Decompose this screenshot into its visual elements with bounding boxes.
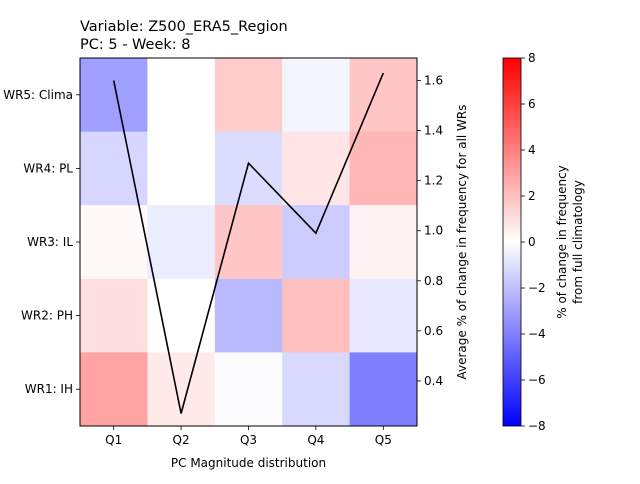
right-tick-label: 0.8 [424,274,443,288]
heatmap-cell [147,58,216,133]
right-axis-ticks: 0.4 0.6 0.8 1.0 1.2 1.4 1.6 [417,74,443,388]
heatmap-cell [282,205,351,280]
heatmap-cell [214,131,283,206]
heatmap-cell [80,131,148,206]
heatmap-cell [147,205,216,280]
y-tick-label: WR4: PL [23,161,73,175]
colorbar-label-line2: from full climatology [571,180,585,304]
heatmap-cells [80,58,418,427]
heatmap-cell [80,205,148,280]
heatmap-cell [282,352,351,427]
colorbar [502,57,522,427]
chart-title-line2: PC: 5 - Week: 8 [80,37,191,53]
heatmap-cell [214,352,283,427]
heatmap-cell [282,278,351,353]
x-tick-label: Q3 [240,433,257,447]
heatmap-cell [214,278,283,353]
right-tick-label: 1.0 [424,224,443,238]
colorbar-ticks: −8 −6 −4 −2 0 2 4 6 8 [521,51,546,433]
heatmap-cell [282,131,351,206]
line-series [112,72,385,414]
right-tick-label: 0.4 [424,374,443,388]
y-tick-label: WR2: PH [21,309,73,323]
average-change-line [112,72,385,414]
heatmap-cell [349,58,418,133]
heatmap-cell [349,278,418,353]
chart-title-line1: Variable: Z500_ERA5_Region [80,19,288,35]
y-tick-label: WR3: IL [27,235,73,249]
colorbar-tick-label: 2 [528,189,536,203]
y-tick-label: WR1: IH [25,382,73,396]
colorbar-tick-label: 6 [528,97,536,111]
heatmap-cell [80,352,148,427]
heatmap-cell [80,58,148,133]
heatmap-cell [349,352,418,427]
y-tick-label: WR5: Clima [3,88,73,102]
right-tick-label: 1.6 [424,74,443,88]
x-tick-label: Q1 [105,433,122,447]
x-axis-ticks: Q1 Q2 Q3 Q4 Q5 [105,426,392,447]
colorbar-tick-label: −4 [528,327,546,341]
y-axis-ticks: WR5: Clima WR4: PL WR3: IL WR2: PH WR1: IH [3,88,80,396]
heatmap-cell [349,205,418,280]
x-axis-label: PC Magnitude distribution [171,456,326,470]
colorbar-label-line1: % of change in frequency [555,165,569,319]
x-tick-label: Q5 [375,433,392,447]
right-tick-label: 0.6 [424,324,443,338]
right-axis-label: Average % of change in frequency for all… [455,104,469,379]
colorbar-tick-label: −2 [528,281,546,295]
heatmap-cell [214,205,283,280]
heatmap-cell [282,58,351,133]
right-tick-label: 1.2 [424,174,443,188]
heatmap-cell [80,278,148,353]
x-tick-label: Q4 [307,433,324,447]
colorbar-tick-label: 4 [528,143,536,157]
colorbar-tick-label: −8 [528,419,546,433]
heatmap-cell [214,58,283,133]
colorbar-tick-label: 0 [528,235,536,249]
heatmap-cell [349,131,418,206]
x-tick-label: Q2 [173,433,190,447]
right-tick-label: 1.4 [424,124,443,138]
colorbar-tick-label: 8 [528,51,536,65]
colorbar-tick-label: −6 [528,373,546,387]
heatmap-cell [147,131,216,206]
heatmap-cell [147,352,216,427]
heatmap-cell [147,278,216,353]
